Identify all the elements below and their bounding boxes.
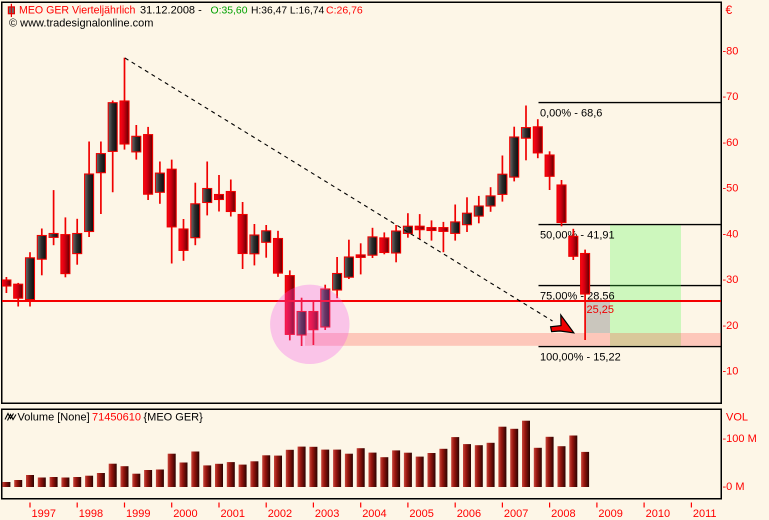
svg-text:2007: 2007	[504, 508, 528, 520]
svg-text:0,00% - 68,6: 0,00% - 68,6	[540, 108, 602, 120]
svg-text:100,00% - 15,22: 100,00% - 15,22	[540, 352, 621, 364]
svg-text:-10: -10	[723, 366, 739, 378]
svg-text:1997: 1997	[32, 508, 56, 520]
svg-text:25,25: 25,25	[587, 304, 615, 316]
svg-text:2002: 2002	[268, 508, 292, 520]
svg-text:© www.tradesignalonline.com: © www.tradesignalonline.com	[9, 18, 153, 30]
svg-text:Volume [None]: Volume [None]	[18, 412, 90, 424]
svg-text:MEO GER Vierteljährlich: MEO GER Vierteljährlich	[19, 5, 135, 17]
svg-text:50,00% - 41,91: 50,00% - 41,91	[540, 230, 615, 242]
svg-text:2008: 2008	[551, 508, 575, 520]
svg-text:-40: -40	[723, 228, 739, 240]
svg-text:2005: 2005	[409, 508, 433, 520]
svg-text:-30: -30	[723, 274, 739, 286]
svg-text:-20: -20	[723, 320, 739, 332]
svg-text:€: €	[726, 3, 733, 17]
svg-text:1998: 1998	[79, 508, 103, 520]
svg-text:2010: 2010	[646, 508, 670, 520]
svg-text:-60: -60	[723, 137, 739, 149]
svg-text:31.12.2008 -: 31.12.2008 -	[140, 5, 202, 17]
svg-text:VOL: VOL	[726, 412, 748, 424]
svg-text:75,00% - 28,56: 75,00% - 28,56	[540, 291, 615, 303]
svg-text:2001: 2001	[221, 508, 245, 520]
svg-text:-100 M: -100 M	[723, 433, 757, 445]
svg-text:2011: 2011	[693, 508, 717, 520]
svg-text:-0 M: -0 M	[723, 481, 745, 493]
svg-text:2004: 2004	[362, 508, 386, 520]
svg-text:1999: 1999	[126, 508, 150, 520]
svg-text:2000: 2000	[173, 508, 197, 520]
svg-text:-70: -70	[723, 91, 739, 103]
svg-text:O:35,60: O:35,60	[211, 6, 248, 17]
svg-text:71450610: 71450610	[92, 412, 141, 424]
svg-text:2006: 2006	[457, 508, 481, 520]
svg-text:2009: 2009	[598, 508, 622, 520]
svg-text:-80: -80	[723, 45, 739, 57]
svg-text:2003: 2003	[315, 508, 339, 520]
svg-text:C:26,76: C:26,76	[326, 5, 363, 17]
svg-text:{MEO GER}: {MEO GER}	[144, 412, 204, 424]
svg-text:-50: -50	[723, 183, 739, 195]
svg-text:H:36,47 L:16,74: H:36,47 L:16,74	[251, 6, 325, 17]
